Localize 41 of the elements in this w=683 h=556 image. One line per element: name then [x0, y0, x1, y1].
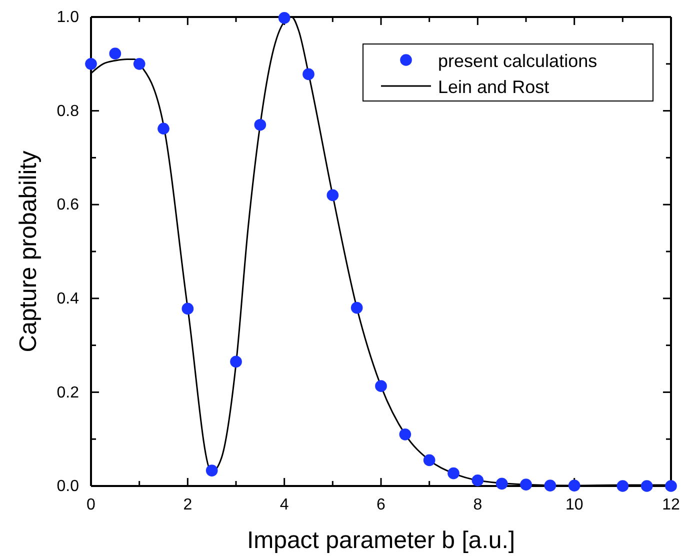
point — [85, 58, 97, 70]
y-tick-label: 1.0 — [56, 9, 80, 26]
point — [568, 480, 580, 492]
point — [109, 48, 122, 60]
y-tick-label: 0.8 — [56, 102, 80, 120]
point — [423, 454, 436, 466]
legend-label: present calculations — [438, 51, 598, 71]
point — [230, 356, 242, 368]
x-tick-label: 0 — [86, 496, 96, 514]
point — [496, 478, 508, 490]
x-tick-label: 12 — [662, 496, 680, 514]
point — [616, 480, 629, 492]
y-tick-label: 0.0 — [56, 478, 80, 496]
y-tick-label: 0.4 — [56, 290, 80, 308]
point — [375, 380, 387, 392]
y-axis-title: Capture probability — [15, 150, 42, 352]
x-tick-label: 2 — [183, 496, 192, 514]
x-tick-label: 6 — [376, 496, 386, 514]
point — [133, 58, 146, 70]
point — [278, 12, 290, 24]
point — [520, 478, 532, 490]
point — [448, 467, 460, 480]
x-tick-label: 10 — [565, 496, 584, 514]
y-tick-label: 0.6 — [56, 196, 80, 214]
point — [182, 302, 194, 315]
point — [326, 189, 339, 202]
point — [665, 480, 677, 492]
x-tick-label: 4 — [280, 496, 289, 514]
point — [302, 68, 314, 80]
point — [158, 122, 170, 135]
point — [254, 118, 266, 131]
legend-label: Lein and Rost — [438, 77, 550, 97]
y-tick-label: 0.2 — [56, 384, 80, 402]
point — [544, 480, 556, 492]
point — [399, 428, 412, 440]
point — [206, 464, 218, 476]
x-tick-label: 8 — [473, 496, 482, 514]
point — [350, 302, 363, 314]
point — [472, 474, 484, 486]
x-axis-title: Impact parameter b [a.u.] — [246, 527, 516, 554]
point — [640, 480, 653, 492]
